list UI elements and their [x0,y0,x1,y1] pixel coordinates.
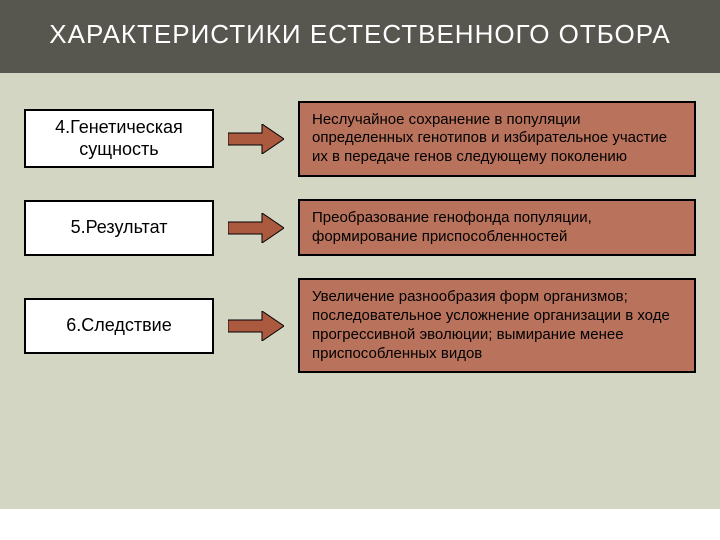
description-box: Преобразование генофонда популяции, форм… [298,199,696,257]
arrow-container [214,311,298,341]
description-box: Неслучайное сохранение в популяции опред… [298,101,696,177]
characteristic-label: 6.Следствие [66,315,172,337]
arrow-container [214,213,298,243]
description-text: Увеличение разнообразия форм организмов;… [312,288,682,363]
characteristic-label: 5.Результат [71,217,168,239]
arrow-right-icon [228,213,284,243]
description-text: Неслучайное сохранение в популяции опред… [312,111,682,167]
diagram-row: 6.Следствие Увеличение разнообразия форм… [24,278,696,373]
characteristic-box: 5.Результат [24,200,214,256]
characteristic-label: 4.Генетическая сущность [36,117,202,160]
slide-title: ХАРАКТЕРИСТИКИ ЕСТЕСТВЕННОГО ОТБОРА [20,18,700,51]
description-box: Увеличение разнообразия форм организмов;… [298,278,696,373]
slide: ХАРАКТЕРИСТИКИ ЕСТЕСТВЕННОГО ОТБОРА 4.Ге… [0,0,720,540]
arrow-right-icon [228,124,284,154]
arrow-right-icon [228,311,284,341]
diagram-row: 4.Генетическая сущность Неслучайное сохр… [24,101,696,177]
slide-body: 4.Генетическая сущность Неслучайное сохр… [0,73,720,509]
diagram-row: 5.Результат Преобразование генофонда поп… [24,199,696,257]
arrow-container [214,124,298,154]
characteristic-box: 6.Следствие [24,298,214,354]
slide-header: ХАРАКТЕРИСТИКИ ЕСТЕСТВЕННОГО ОТБОРА [0,0,720,73]
characteristic-box: 4.Генетическая сущность [24,109,214,168]
description-text: Преобразование генофонда популяции, форм… [312,209,682,247]
